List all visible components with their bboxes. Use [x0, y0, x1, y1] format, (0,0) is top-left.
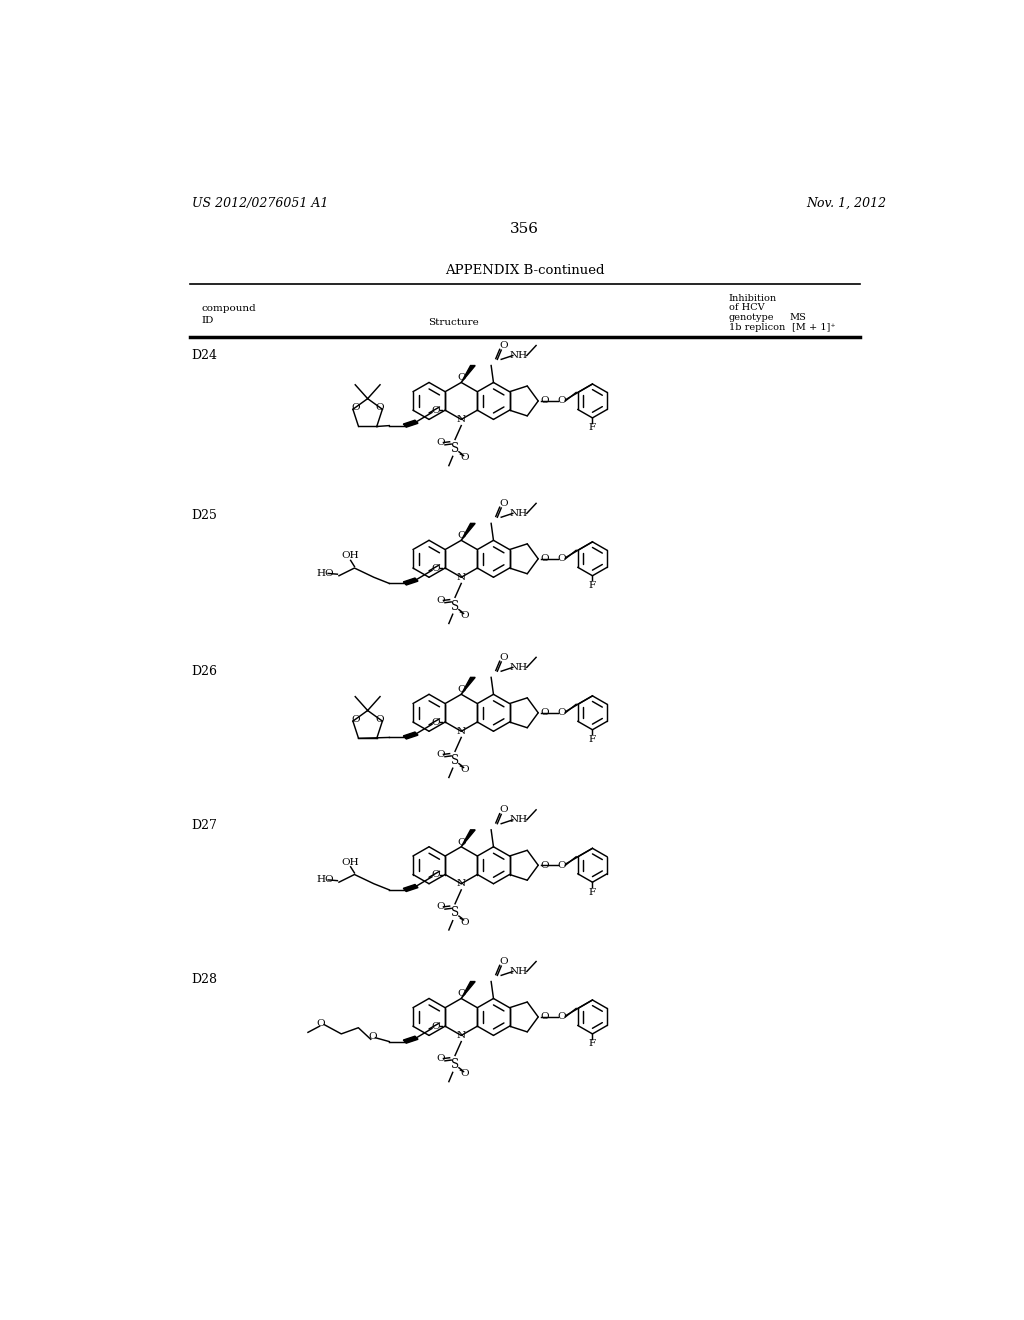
Text: N: N [457, 1031, 466, 1040]
Text: O: O [557, 554, 565, 564]
Text: NH: NH [510, 351, 528, 360]
Text: F: F [589, 424, 596, 433]
Text: O: O [500, 805, 508, 814]
Text: F: F [589, 581, 596, 590]
Text: O: O [457, 990, 466, 998]
Polygon shape [461, 830, 475, 847]
Text: O: O [437, 903, 445, 911]
Text: O: O [460, 611, 469, 620]
Text: Inhibition: Inhibition [729, 294, 777, 304]
Text: O: O [540, 709, 549, 717]
Polygon shape [403, 884, 418, 891]
Text: O: O [540, 554, 549, 564]
Text: D27: D27 [191, 818, 217, 832]
Text: APPENDIX B-continued: APPENDIX B-continued [445, 264, 604, 277]
Text: O: O [431, 1022, 440, 1031]
Polygon shape [461, 366, 475, 383]
Text: OH: OH [342, 552, 359, 560]
Text: D28: D28 [191, 973, 217, 986]
Text: ID: ID [202, 315, 214, 325]
Text: Nov. 1, 2012: Nov. 1, 2012 [806, 197, 886, 210]
Text: O: O [500, 653, 508, 661]
Text: O: O [431, 405, 440, 414]
Text: HO: HO [316, 569, 334, 578]
Text: D26: D26 [191, 665, 217, 678]
Text: O: O [557, 396, 565, 405]
Text: O: O [557, 861, 565, 870]
Text: 1b replicon: 1b replicon [729, 322, 784, 331]
Text: NH: NH [510, 968, 528, 975]
Text: O: O [457, 374, 466, 383]
Polygon shape [461, 677, 475, 694]
Text: of HCV: of HCV [729, 304, 764, 313]
Text: O: O [457, 685, 466, 694]
Text: F: F [589, 1039, 596, 1048]
Text: genotype: genotype [729, 313, 774, 322]
Text: NH: NH [510, 663, 528, 672]
Text: O: O [557, 1012, 565, 1022]
Text: O: O [437, 438, 445, 447]
Polygon shape [403, 578, 418, 585]
Text: O: O [437, 750, 445, 759]
Text: O: O [437, 1055, 445, 1063]
Text: F: F [589, 735, 596, 744]
Text: O: O [457, 838, 466, 846]
Text: O: O [460, 454, 469, 462]
Text: O: O [437, 595, 445, 605]
Text: O: O [500, 499, 508, 508]
Text: 356: 356 [510, 222, 540, 236]
Text: US 2012/0276051 A1: US 2012/0276051 A1 [191, 197, 328, 210]
Text: O: O [540, 861, 549, 870]
Text: O: O [431, 870, 440, 879]
Text: O: O [368, 1032, 377, 1040]
Polygon shape [461, 524, 475, 540]
Text: S: S [451, 442, 459, 455]
Text: S: S [451, 754, 459, 767]
Text: D25: D25 [191, 508, 217, 521]
Text: N: N [457, 879, 466, 888]
Text: O: O [375, 403, 384, 412]
Polygon shape [403, 420, 418, 428]
Polygon shape [403, 1036, 418, 1043]
Polygon shape [461, 982, 475, 998]
Text: O: O [500, 957, 508, 966]
Text: O: O [457, 531, 466, 540]
Text: S: S [451, 907, 459, 920]
Polygon shape [403, 733, 418, 739]
Text: O: O [351, 715, 360, 725]
Text: F: F [589, 888, 596, 896]
Text: compound: compound [202, 304, 256, 313]
Text: OH: OH [342, 858, 359, 867]
Text: O: O [500, 341, 508, 350]
Text: [M + 1]⁺: [M + 1]⁺ [793, 322, 836, 331]
Text: O: O [540, 1012, 549, 1022]
Text: HO: HO [316, 875, 334, 884]
Text: O: O [351, 403, 360, 412]
Text: O: O [460, 917, 469, 927]
Text: S: S [451, 1059, 459, 1072]
Text: O: O [557, 709, 565, 717]
Text: O: O [540, 396, 549, 405]
Text: O: O [460, 1069, 469, 1078]
Text: O: O [431, 564, 440, 573]
Text: O: O [460, 766, 469, 775]
Text: Structure: Structure [428, 318, 479, 327]
Text: N: N [457, 573, 466, 582]
Text: O: O [431, 718, 440, 726]
Text: N: N [457, 414, 466, 424]
Text: D24: D24 [191, 350, 217, 363]
Text: O: O [316, 1019, 326, 1027]
Text: NH: NH [510, 816, 528, 824]
Text: MS: MS [790, 313, 806, 322]
Text: N: N [457, 727, 466, 735]
Text: NH: NH [510, 510, 528, 517]
Text: S: S [451, 601, 459, 612]
Text: O: O [375, 715, 384, 725]
